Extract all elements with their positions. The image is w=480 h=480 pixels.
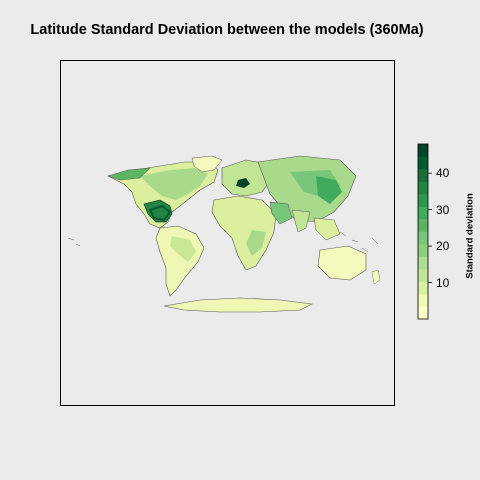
legend-tick-label: 40 [436,166,450,181]
legend-swatch [418,181,428,195]
legend-swatch [418,269,428,282]
caribbean-ring [148,204,172,222]
map-panel [60,60,395,406]
india [291,209,311,233]
legend-swatch [418,219,428,232]
africa-shade [246,230,266,256]
legend-swatch [418,306,428,320]
africa [211,195,277,271]
legend-swatch [418,169,428,182]
alaska [107,167,151,181]
arabia [269,201,293,225]
plot-title: Latitude Standard Deviation between the … [30,22,424,38]
legend-swatch [418,144,428,157]
new-zealand [371,269,381,285]
greenland [191,155,223,173]
legend-swatch [418,244,428,257]
australia [317,245,367,281]
north-america-shade [140,168,208,200]
antarctica [163,297,314,313]
south-america [155,225,205,297]
legend-tick-label: 30 [436,202,450,217]
southeast-asia [313,217,341,241]
south-america-shade [170,236,196,262]
central-america [143,199,173,223]
europe-hotspot [236,178,250,188]
legend-swatch [418,231,428,245]
europe [221,159,273,197]
legend-swatch [418,294,428,307]
legend-swatch [418,156,428,170]
islands-east [339,231,379,253]
islands-west [67,237,81,247]
asia-shade-2 [316,176,342,204]
legend-swatch [418,206,428,220]
legend-swatch [418,256,428,270]
legend-tick-label: 10 [436,275,450,290]
legend-swatch [418,281,428,295]
legend-swatch [418,194,428,207]
legend-title: Standard deviation [464,193,476,279]
legend-tick-label: 20 [436,239,450,254]
